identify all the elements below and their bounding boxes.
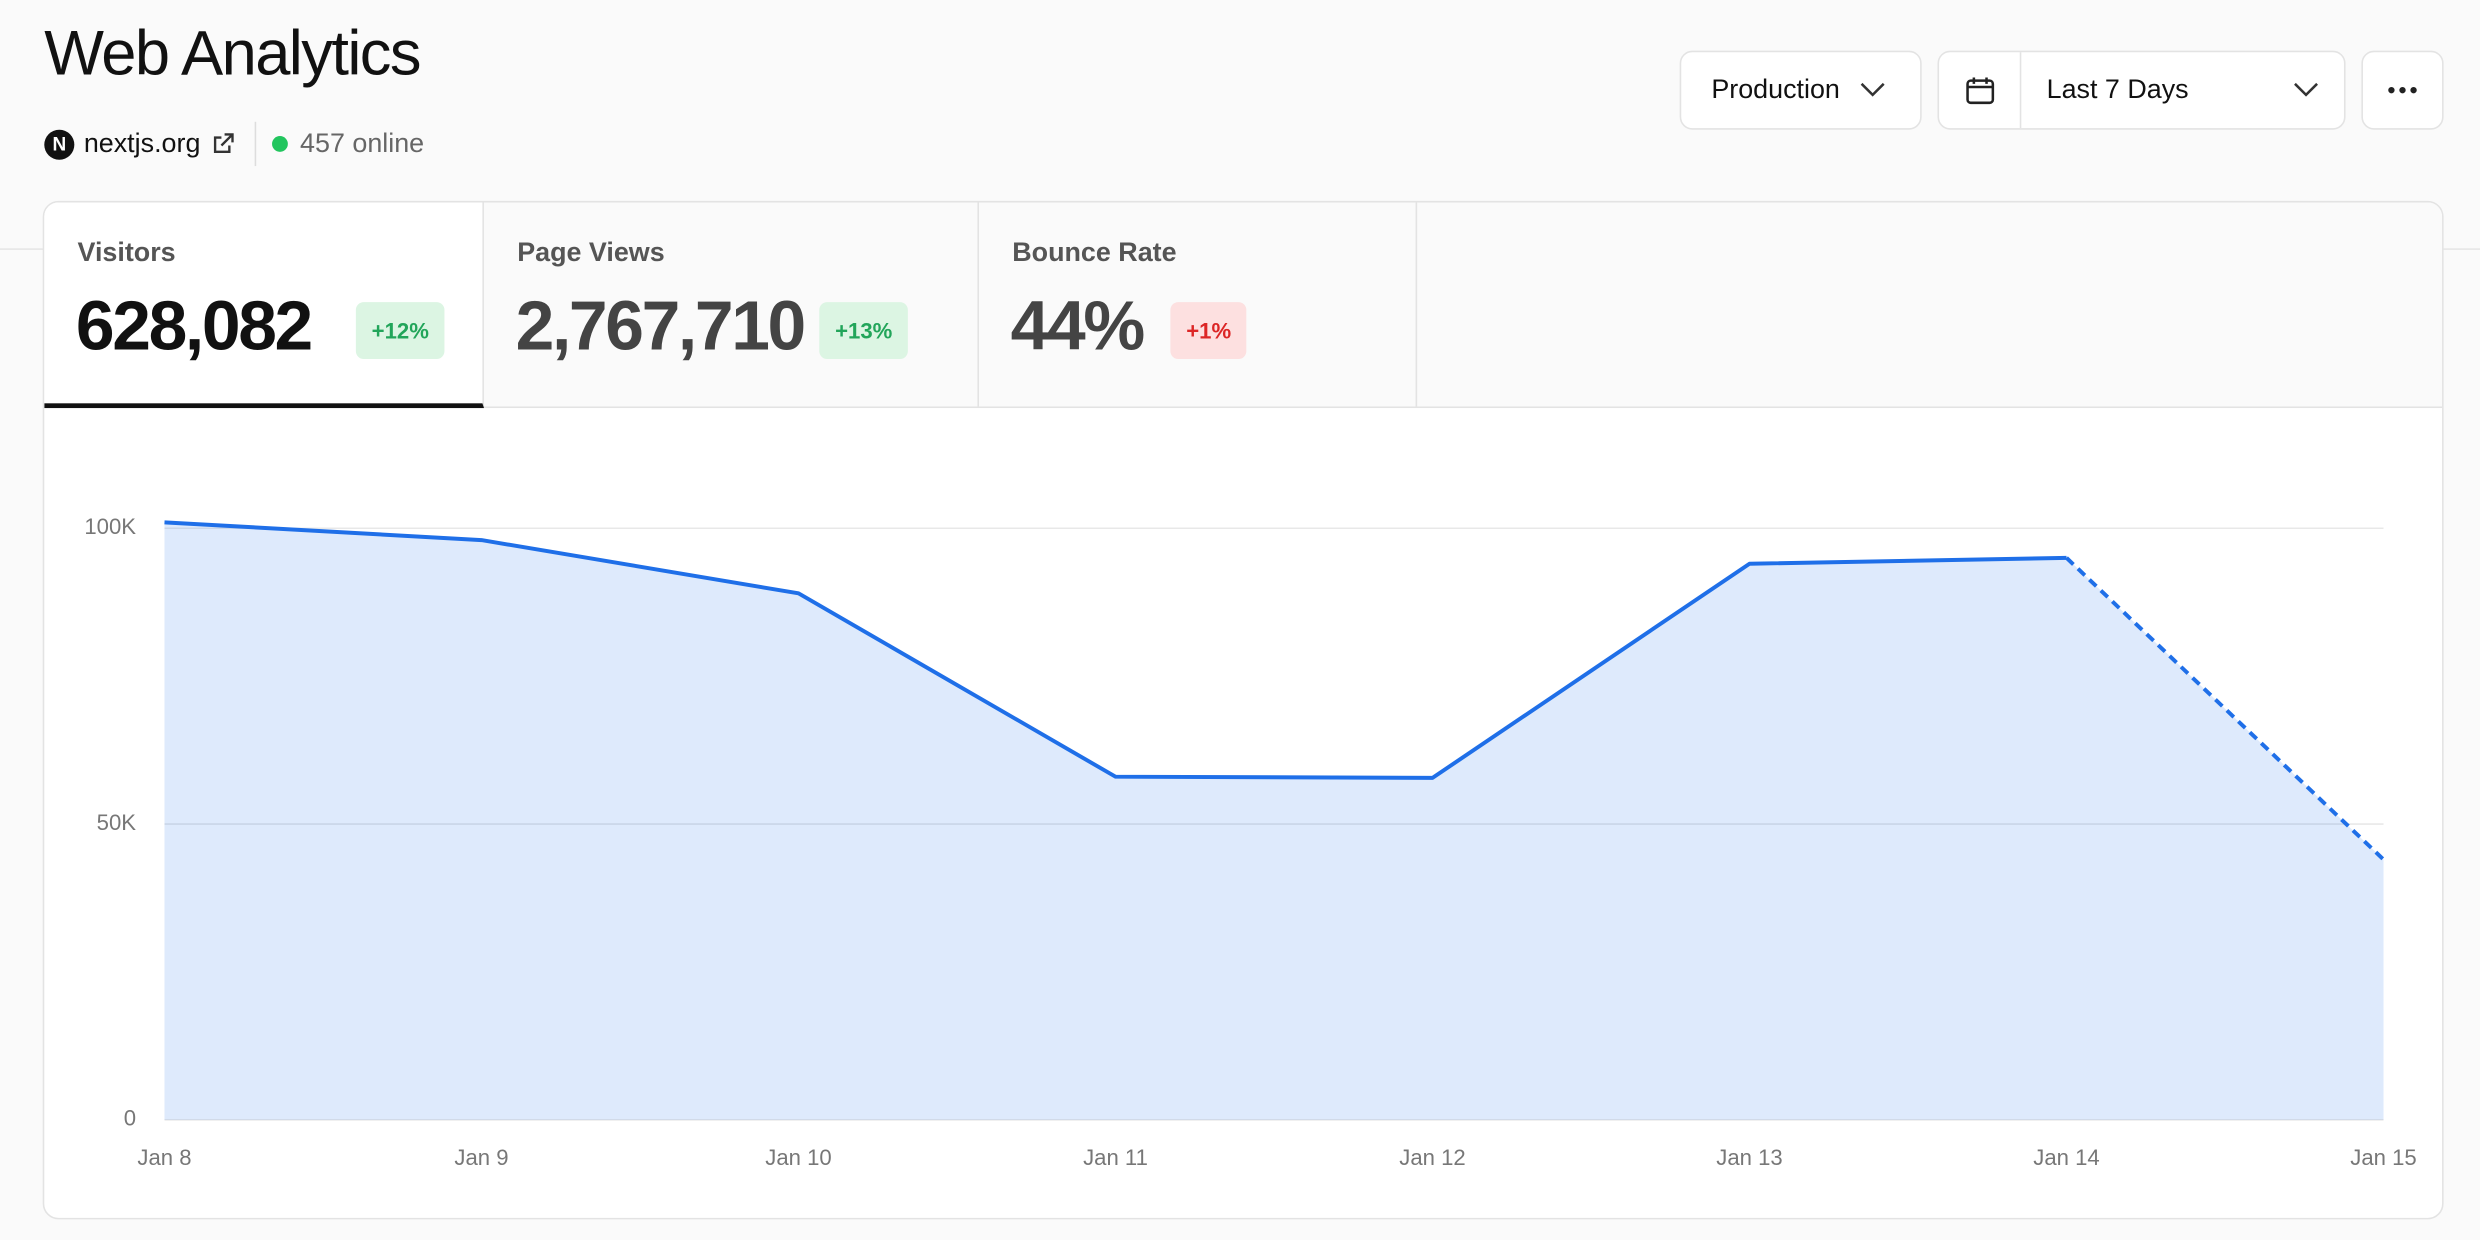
calendar-icon (1965, 77, 1994, 105)
x-tick-label: Jan 10 (765, 1145, 831, 1170)
line-projected (2065, 556, 2385, 861)
external-link-icon[interactable] (210, 131, 235, 156)
x-tick-label: Jan 8 (137, 1145, 191, 1170)
x-tick-label: Jan 11 (1083, 1145, 1148, 1170)
y-tick-label: 0 (124, 1106, 136, 1131)
range-label: Last 7 Days (2046, 74, 2189, 105)
environment-select[interactable]: Production (1679, 50, 1922, 130)
y-tick-label: 50K (97, 810, 137, 835)
stat-tabs: Visitors 628,082 +12% Page Views 2,767,710 +1… (44, 202, 2443, 409)
x-tick-label: Jan 14 (2033, 1145, 2099, 1170)
more-button[interactable] (2361, 50, 2444, 130)
chevron (2294, 82, 2318, 97)
y-tick-label: 100K (84, 514, 136, 539)
site-name[interactable]: nextjs.org (83, 128, 201, 159)
chevron (1861, 82, 1886, 97)
stat-tab[interactable]: Visitors 628,082 +12% (44, 202, 484, 409)
online-dot (271, 136, 288, 152)
line (164, 520, 2067, 780)
stat-change: +12% (355, 302, 445, 360)
x-tick-label: Jan 15 (2350, 1145, 2416, 1170)
x-tick-label: Jan 12 (1399, 1145, 1465, 1170)
x-tick-label: Jan 13 (1716, 1145, 1782, 1170)
site-info: N nextjs.org 457 online (44, 121, 425, 167)
area (164, 522, 2384, 1120)
analytics-card: Visitors 628,082 +12% Page Views 2,767,710 +1… (42, 200, 2444, 1220)
stat-change: +1% (1170, 302, 1247, 360)
date-range-select[interactable]: Last 7 Days (1937, 50, 2346, 130)
stat-label: Bounce Rate (1012, 237, 1177, 268)
divider (254, 121, 256, 167)
calendar-button[interactable] (1939, 52, 2022, 129)
more-icon (2388, 86, 2417, 94)
stat-value: 628,082 (75, 287, 313, 366)
environment-label: Production (1711, 74, 1840, 105)
site-logo: N (44, 128, 75, 159)
stat-value: 2,767,710 (515, 287, 807, 366)
stat-label: Visitors (77, 237, 176, 268)
stat-tab[interactable]: Bounce Rate 44% +1% (979, 202, 1418, 407)
stat-change: +13% (819, 302, 909, 360)
online-count: 457 online (300, 128, 425, 159)
stat-tab[interactable]: Page Views 2,767,710 +13% (484, 202, 980, 407)
chart: 0 50K 100K Jan 8 Jan 9 Jan 10 Jan 11 Jan 12 Jan … (84, 514, 2416, 1170)
stat-value: 44% (1010, 287, 1146, 366)
page-title: Web Analytics (44, 18, 421, 89)
x-tick-label: Jan 9 (454, 1145, 508, 1170)
stat-label: Page Views (517, 237, 665, 268)
